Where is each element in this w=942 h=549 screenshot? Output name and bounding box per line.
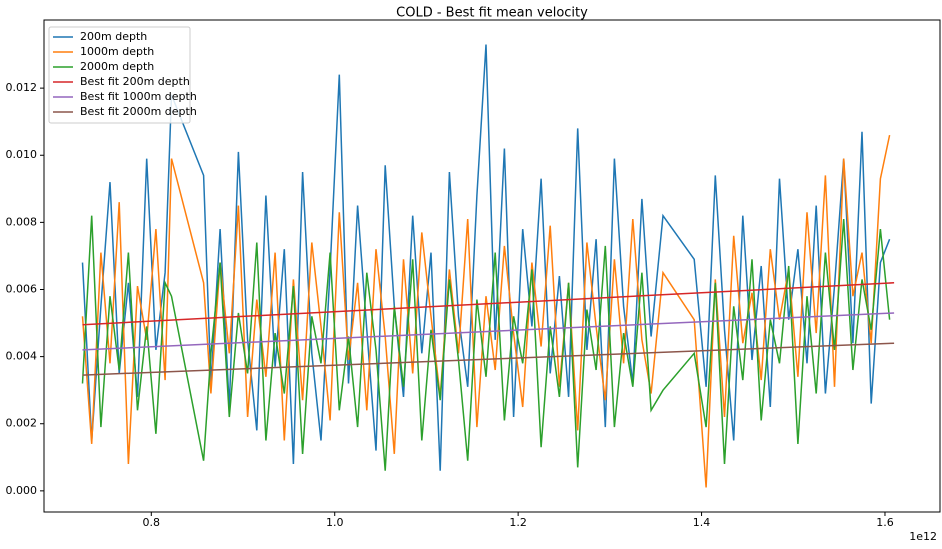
y-tick-label: 0.002 — [6, 417, 38, 430]
legend-label: Best fit 1000m depth — [80, 90, 197, 103]
x-tick-label: 1.6 — [876, 516, 894, 529]
chart-title: COLD - Best fit mean velocity — [396, 6, 588, 21]
y-tick-label: 0.004 — [6, 350, 38, 363]
legend-label: 2000m depth — [80, 60, 154, 73]
x-tick-label: 1.2 — [509, 516, 527, 529]
x-tick-label: 0.8 — [143, 516, 161, 529]
series-line — [82, 312, 895, 351]
series-line — [81, 215, 891, 471]
series-line — [81, 134, 891, 488]
plot-frame — [43, 19, 941, 513]
x-offset-label: 1e12 — [909, 530, 937, 543]
legend-label: 200m depth — [80, 30, 147, 43]
series-line — [82, 282, 895, 326]
y-tick-label: 0.006 — [6, 282, 38, 295]
y-tick-label: 0.010 — [6, 148, 38, 161]
legend-label: 1000m depth — [80, 45, 154, 58]
x-tick-label: 1.4 — [693, 516, 711, 529]
legend-label: Best fit 2000m depth — [80, 105, 197, 118]
legend-box — [48, 26, 191, 124]
legend: 200m depth 1000m depth 2000m depth Best fit… — [48, 26, 197, 124]
y-tick-label: 0.000 — [6, 484, 38, 497]
series-line — [82, 342, 895, 376]
y-tick-label: 0.012 — [6, 81, 38, 94]
x-tick-label: 1.0 — [326, 516, 344, 529]
legend-label: Best fit 200m depth — [80, 75, 190, 88]
y-tick-label: 0.008 — [6, 215, 38, 228]
